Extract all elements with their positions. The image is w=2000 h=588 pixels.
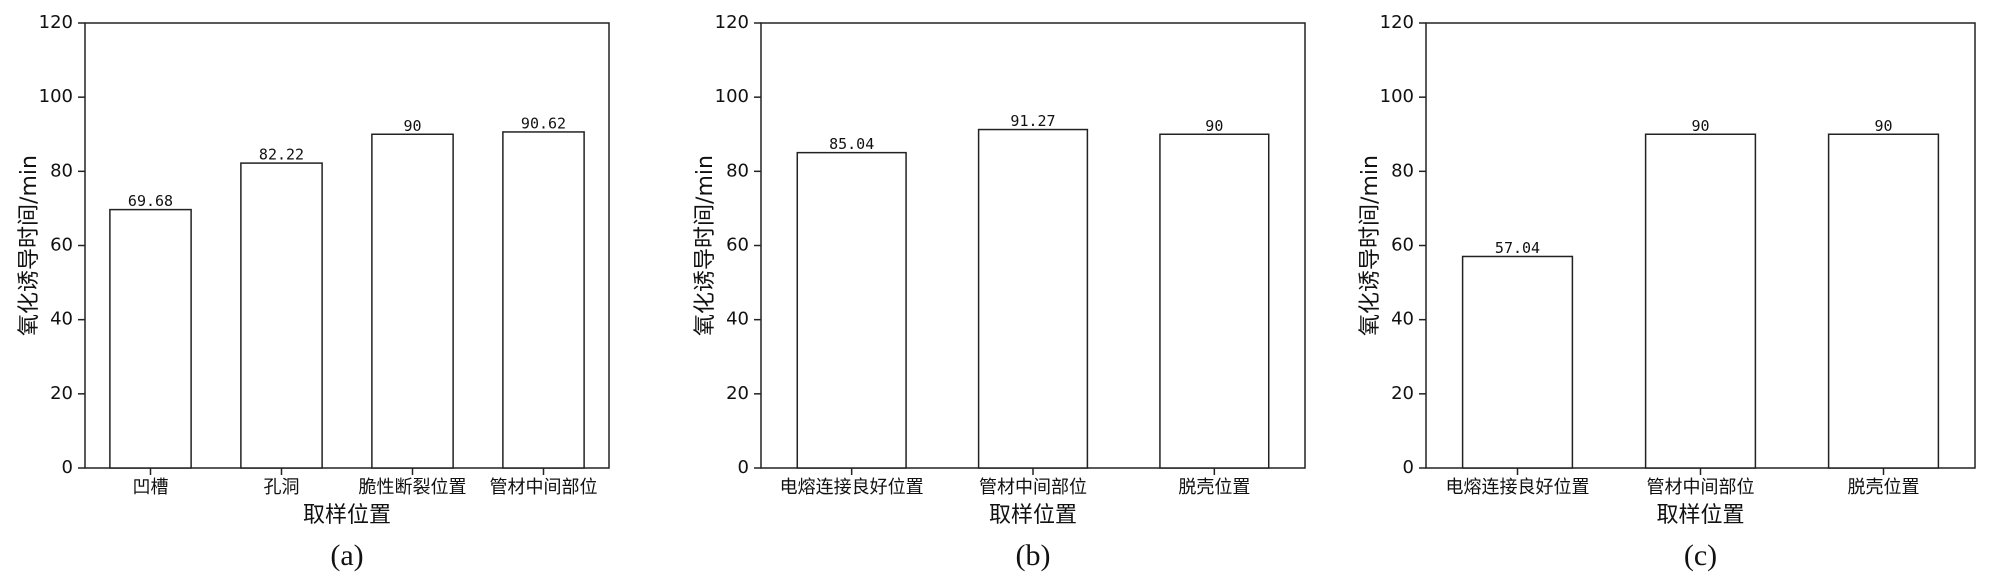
x-tick-label: 管材中间部位 <box>979 477 1087 498</box>
y-axis-label: 氧化诱导时间/min <box>693 155 718 336</box>
caption: (a) <box>330 539 363 572</box>
bar <box>371 133 454 469</box>
y-tick-label: 100 <box>715 86 749 107</box>
x-tick-label: 电熔连接良好位置 <box>1446 477 1590 498</box>
x-tick-label: 孔洞 <box>264 477 300 498</box>
x-tick-label: 脆性断裂位置 <box>359 477 467 498</box>
bar <box>1644 133 1757 469</box>
y-tick-label: 20 <box>1391 383 1414 404</box>
bar <box>1159 133 1270 469</box>
x-tick-label: 管材中间部位 <box>1647 477 1755 498</box>
y-tick-label: 40 <box>50 309 73 330</box>
value-label: 90 <box>1874 117 1892 135</box>
bar <box>1461 255 1574 469</box>
bar <box>796 151 907 469</box>
bar <box>977 128 1089 469</box>
x-tick-label: 管材中间部位 <box>490 477 598 498</box>
value-label: 90 <box>1691 117 1709 135</box>
bar <box>109 208 192 469</box>
y-tick-label: 20 <box>50 383 73 404</box>
y-tick-label: 60 <box>1391 235 1414 256</box>
caption: (c) <box>1684 539 1717 572</box>
y-axis-label: 氧化诱导时间/min <box>1358 155 1383 336</box>
y-tick-label: 100 <box>1380 86 1414 107</box>
x-tick-label: 凹槽 <box>133 477 169 498</box>
y-tick-label: 80 <box>726 160 749 181</box>
y-tick-label: 120 <box>1380 12 1414 33</box>
value-label: 85.04 <box>829 135 874 153</box>
bar <box>1827 133 1940 469</box>
value-label: 69.68 <box>128 192 173 210</box>
caption: (b) <box>1016 539 1051 572</box>
y-tick-label: 0 <box>738 457 749 478</box>
y-tick-label: 40 <box>726 309 749 330</box>
x-axis-label: 取样位置 <box>989 503 1077 528</box>
y-tick-label: 20 <box>726 383 749 404</box>
y-tick-label: 0 <box>62 457 73 478</box>
y-axis-label: 氧化诱导时间/min <box>17 155 42 336</box>
y-tick-label: 120 <box>715 12 749 33</box>
value-label: 91.27 <box>1010 112 1055 130</box>
y-tick-label: 80 <box>50 160 73 181</box>
value-label: 90 <box>403 117 421 135</box>
x-tick-label: 脱壳位置 <box>1848 477 1920 498</box>
value-label: 90 <box>1205 117 1223 135</box>
x-axis-label: 取样位置 <box>303 503 391 528</box>
y-tick-label: 40 <box>1391 309 1414 330</box>
y-tick-label: 80 <box>1391 160 1414 181</box>
x-axis-label: 取样位置 <box>1656 503 1744 528</box>
bar <box>240 162 323 469</box>
bar <box>502 131 585 469</box>
x-tick-label: 脱壳位置 <box>1178 477 1250 498</box>
x-tick-label: 电熔连接良好位置 <box>780 477 924 498</box>
y-tick-label: 0 <box>1403 457 1414 478</box>
y-tick-label: 60 <box>726 235 749 256</box>
y-tick-label: 60 <box>50 235 73 256</box>
value-label: 57.04 <box>1495 239 1540 257</box>
value-label: 82.22 <box>259 146 304 164</box>
value-label: 90.62 <box>521 114 566 132</box>
y-tick-label: 120 <box>39 12 73 33</box>
y-tick-label: 100 <box>39 86 73 107</box>
